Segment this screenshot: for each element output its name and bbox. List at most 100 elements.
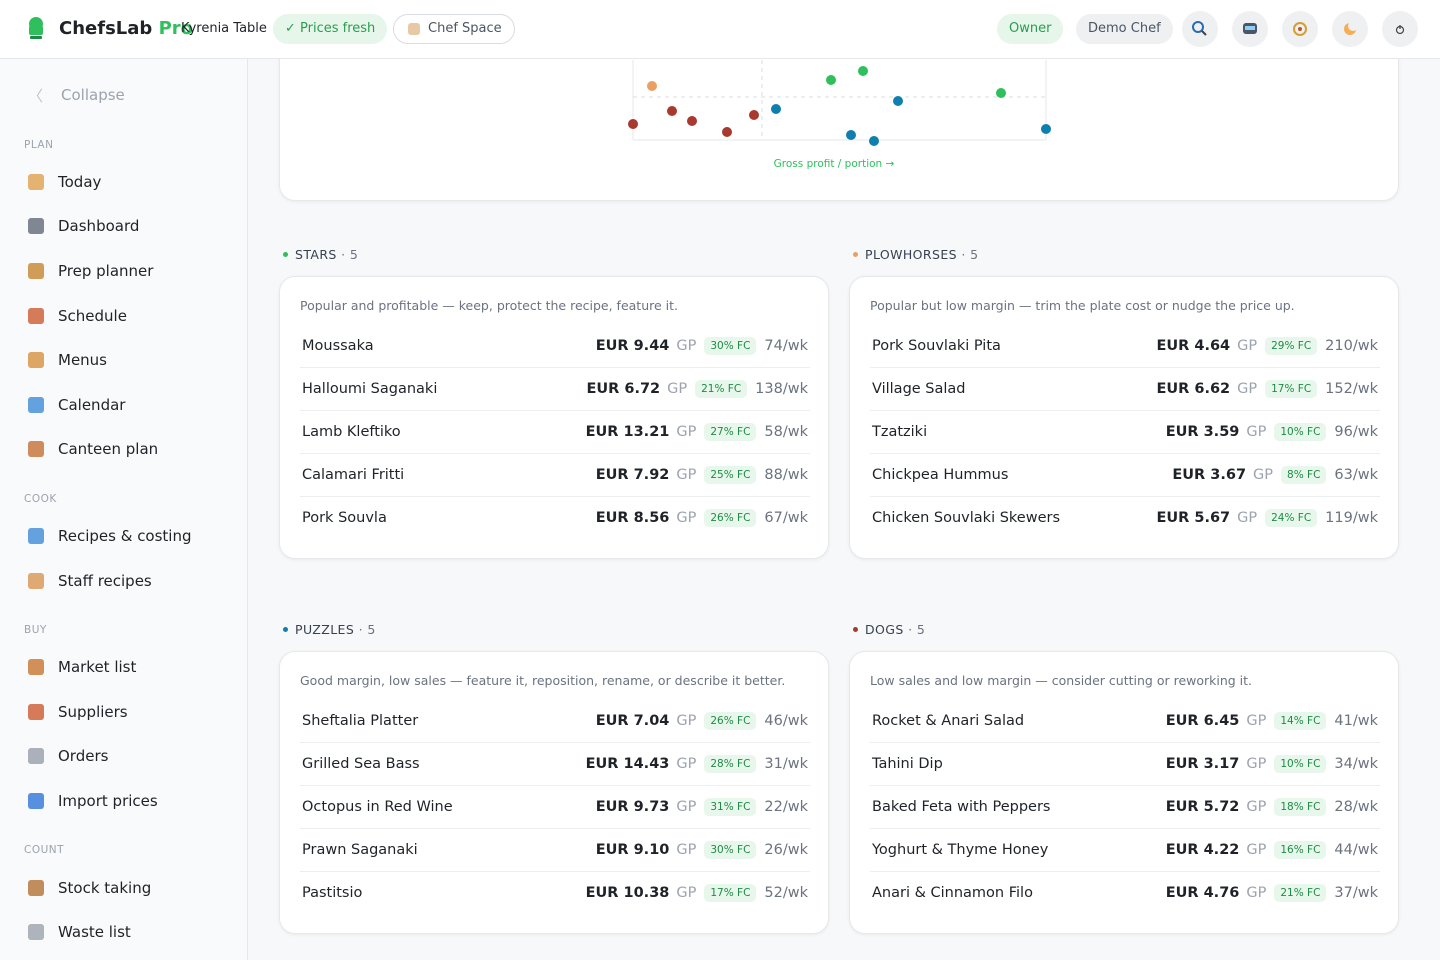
dish-name: Pastitsio: [302, 885, 363, 901]
search-button[interactable]: [1182, 11, 1218, 47]
gross-profit: EUR 6.62: [1156, 381, 1231, 397]
nav-item[interactable]: Canteen plan: [0, 427, 247, 472]
food-cost-badge: 17% FC: [1265, 380, 1318, 398]
dish-row[interactable]: Tzatziki EUR 3.59 GP 10% FC 96/wk: [870, 410, 1380, 453]
food-cost-badge: 29% FC: [1265, 336, 1318, 355]
dish-row[interactable]: Chickpea Hummus EUR 3.67 GP 8% FC 63/wk: [870, 453, 1380, 496]
dish-row[interactable]: Sheftalia Platter EUR 7.04 GP 26% FC 46/wk: [300, 699, 810, 742]
nav-icon: [28, 528, 44, 545]
food-cost-badge: 25% FC: [704, 466, 757, 484]
gp-label: GP: [676, 842, 697, 858]
food-cost-badge: 21% FC: [1274, 884, 1327, 902]
role-pill[interactable]: Owner: [997, 14, 1064, 44]
gross-profit: EUR 4.76: [1165, 885, 1240, 901]
food-cost-badge: 30% FC: [704, 841, 757, 859]
gross-profit: EUR 8.56: [595, 510, 670, 526]
gp-label: GP: [1237, 510, 1258, 526]
timer-button[interactable]: [1282, 11, 1318, 47]
quadrant-heading: PUZZLES · 5: [283, 622, 376, 638]
section-title: BUY: [24, 623, 47, 636]
dish-row[interactable]: Calamari Fritti EUR 7.92 GP 25% FC 88/wk: [300, 453, 810, 496]
nav-icon: [28, 263, 44, 280]
quadrant-description: Low sales and low margin — consider cutt…: [870, 673, 1253, 688]
gross-profit: EUR 6.45: [1165, 712, 1240, 729]
quadrant-name: STARS: [295, 247, 337, 262]
dish-row[interactable]: Tahini Dip EUR 3.17 GP 10% FC 34/wk: [870, 742, 1380, 785]
logout-button[interactable]: [1382, 11, 1418, 47]
nav-item[interactable]: Dashboard: [0, 204, 247, 249]
nav-label: Recipes & costing: [58, 527, 192, 546]
gp-label: GP: [1246, 799, 1267, 815]
nav-icon: [28, 352, 44, 369]
weekly-sales: 119/wk: [1325, 510, 1378, 526]
quadrant-description: Good margin, low sales — feature it, rep…: [300, 673, 786, 688]
weekly-sales: 44/wk: [1334, 842, 1378, 858]
nav-item[interactable]: Import prices: [0, 779, 247, 824]
dish-name: Grilled Sea Bass: [302, 756, 420, 772]
nav-item[interactable]: Recipes & costing: [0, 514, 247, 559]
gross-profit: EUR 13.21: [585, 424, 670, 440]
nav-item[interactable]: Prep planner: [0, 249, 247, 294]
dish-name: Pork Souvla: [302, 510, 387, 526]
gp-label: GP: [1246, 712, 1267, 729]
quadrant-count: · 5: [337, 247, 358, 262]
dish-row[interactable]: Village Salad EUR 6.62 GP 17% FC 152/wk: [870, 367, 1380, 410]
dish-row[interactable]: Anari & Cinnamon Filo EUR 4.76 GP 21% FC 37/…: [870, 871, 1380, 914]
dish-row[interactable]: Halloumi Saganaki EUR 6.72 GP 21% FC 138/wk: [300, 367, 810, 410]
nav-item[interactable]: Calendar: [0, 383, 247, 428]
dish-row[interactable]: Chicken Souvlaki Skewers EUR 5.67 GP 24% FC…: [870, 496, 1380, 539]
dish-row[interactable]: Pork Souvla EUR 8.56 GP 26% FC 67/wk: [300, 496, 810, 539]
nav-icon: [28, 924, 44, 941]
dish-row[interactable]: Baked Feta with Peppers EUR 5.72 GP 18% FC 2…: [870, 785, 1380, 828]
dish-name: Prawn Saganaki: [302, 842, 418, 858]
nav-item[interactable]: Today: [0, 160, 247, 205]
food-cost-badge: 27% FC: [704, 423, 757, 441]
dish-row[interactable]: Pork Souvlaki Pita EUR 4.64 GP 29% FC 210/wk: [870, 324, 1380, 367]
assistant-button[interactable]: [1232, 11, 1268, 47]
space-pill[interactable]: Chef Space: [393, 14, 515, 44]
gross-profit: EUR 14.43: [585, 756, 670, 772]
dish-row[interactable]: Grilled Sea Bass EUR 14.43 GP 28% FC 31/wk: [300, 742, 810, 785]
dish-row[interactable]: Yoghurt & Thyme Honey EUR 4.22 GP 16% FC 44/…: [870, 828, 1380, 871]
nav-item[interactable]: Market list: [0, 645, 247, 690]
nav-label: Prep planner: [58, 262, 154, 281]
nav-label: Today: [58, 172, 102, 191]
quadrant-card: Low sales and low margin — consider cutt…: [849, 651, 1399, 934]
status-pill[interactable]: ✓ Prices fresh: [273, 14, 388, 44]
nav-item[interactable]: Schedule: [0, 293, 247, 338]
dish-row[interactable]: Pastitsio EUR 10.38 GP 17% FC 52/wk: [300, 871, 810, 914]
gp-label: GP: [1237, 381, 1258, 397]
nav-item[interactable]: Staff recipes: [0, 558, 247, 603]
dish-row[interactable]: Prawn Saganaki EUR 9.10 GP 30% FC 26/wk: [300, 828, 810, 871]
food-cost-badge: 16% FC: [1274, 841, 1327, 859]
theme-button[interactable]: [1332, 11, 1368, 47]
gross-profit: EUR 5.72: [1165, 799, 1240, 815]
gp-label: GP: [1246, 842, 1267, 858]
nav-icon: [28, 748, 44, 765]
gross-profit: EUR 5.67: [1156, 510, 1231, 526]
gp-label: GP: [676, 756, 697, 772]
gp-label: GP: [676, 799, 697, 815]
collapse-button[interactable]: 〈 Collapse: [28, 86, 125, 105]
gross-profit: EUR 7.92: [595, 467, 670, 483]
food-cost-badge: 10% FC: [1274, 423, 1327, 441]
dish-row[interactable]: Octopus in Red Wine EUR 9.73 GP 31% FC 22/wk: [300, 785, 810, 828]
user-pill[interactable]: Demo Chef: [1076, 14, 1173, 44]
quadrant-count: · 5: [957, 247, 978, 262]
x-axis-label: Gross profit / portion →: [774, 158, 895, 170]
nav-item[interactable]: Stock taking: [0, 865, 247, 910]
nav-item[interactable]: Waste list: [0, 910, 247, 955]
dish-row[interactable]: Moussaka EUR 9.44 GP 30% FC 74/wk: [300, 324, 810, 367]
nav-icon: [28, 307, 44, 324]
nav-item[interactable]: Suppliers: [0, 690, 247, 735]
nav-item[interactable]: Orders: [0, 734, 247, 779]
nav-label: Waste list: [58, 923, 131, 942]
nav-item[interactable]: Menus: [0, 338, 247, 383]
dish-row[interactable]: Lamb Kleftiko EUR 13.21 GP 27% FC 58/wk: [300, 410, 810, 453]
dish-row[interactable]: Rocket & Anari Salad EUR 6.45 GP 14% FC 41/w…: [870, 699, 1380, 742]
space-label: Chef Space: [428, 21, 502, 36]
matrix-plot: Gross profit / portion →: [628, 60, 1051, 170]
quadrant-description: Popular and profitable — keep, protect t…: [300, 298, 679, 313]
food-cost-badge: 26% FC: [704, 711, 757, 730]
